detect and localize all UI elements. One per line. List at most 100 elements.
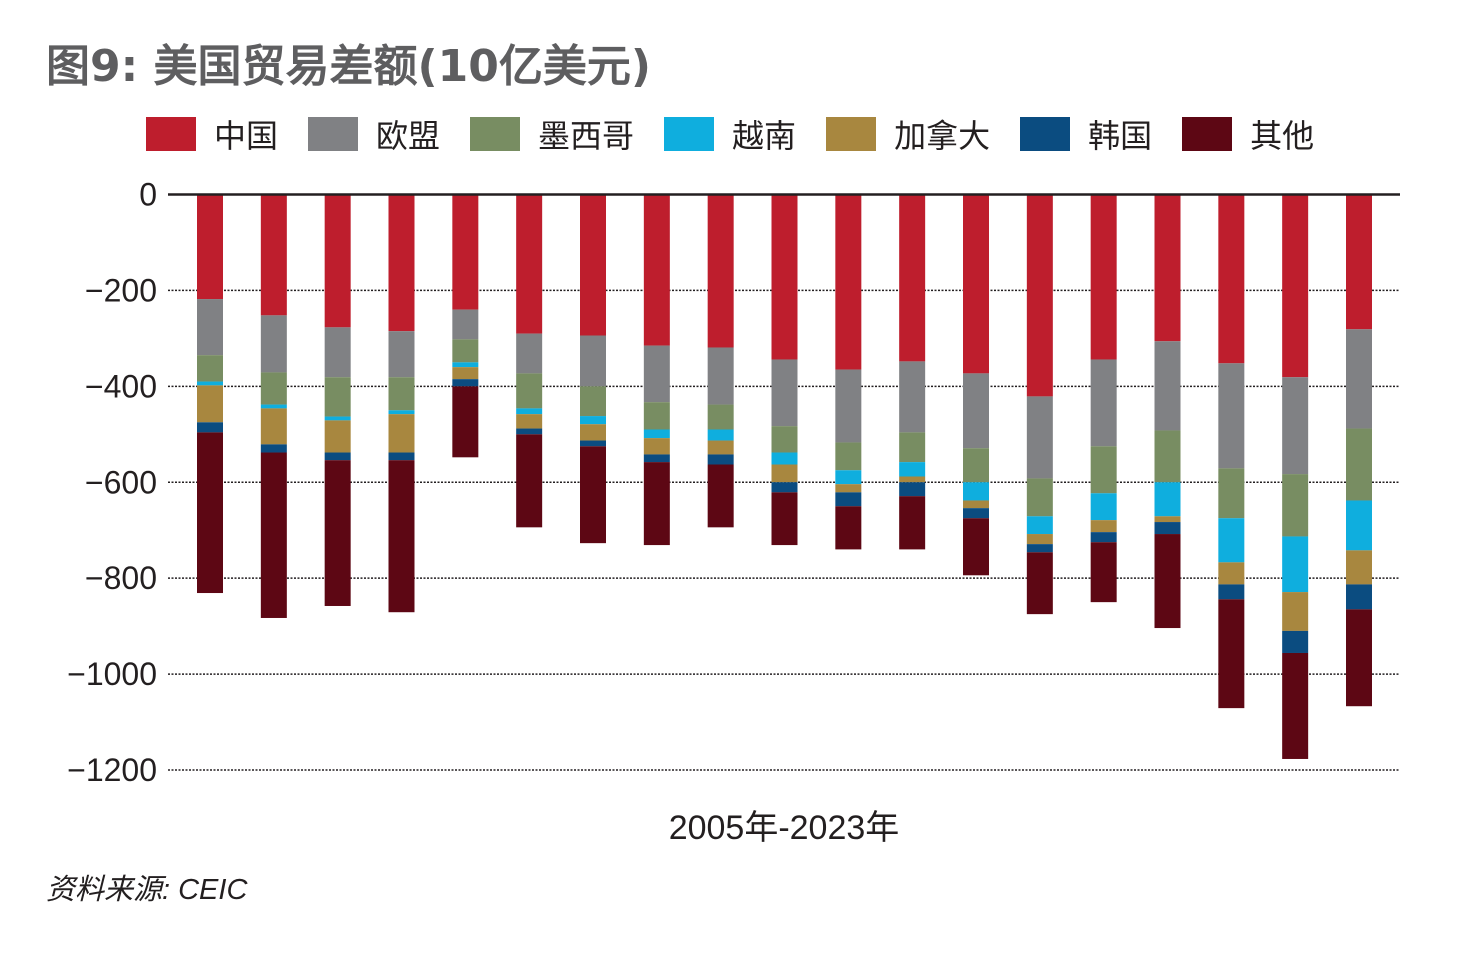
bar-segment bbox=[452, 386, 479, 458]
y-tick-label: −200 bbox=[85, 272, 157, 308]
bar-segment bbox=[516, 408, 543, 415]
bar-segment bbox=[1154, 194, 1181, 342]
bar-segment bbox=[643, 438, 670, 455]
bar-segment bbox=[580, 194, 606, 336]
bar-segment bbox=[452, 339, 479, 363]
legend-swatch bbox=[1182, 117, 1233, 151]
bar-segment bbox=[516, 414, 543, 429]
bar-segment bbox=[260, 444, 287, 453]
bar-segment bbox=[197, 299, 223, 356]
bar-segment bbox=[1154, 430, 1181, 483]
legend-item: 其他 bbox=[1182, 111, 1314, 157]
legend-item: 越南 bbox=[664, 111, 796, 157]
bar-segment bbox=[1218, 518, 1245, 563]
bar-segment bbox=[388, 414, 415, 453]
bar-segment bbox=[707, 464, 734, 528]
bar-stack-2016 bbox=[899, 194, 926, 550]
legend-item: 中国 bbox=[146, 111, 278, 157]
bar-segment bbox=[1090, 194, 1117, 360]
legend-item: 韩国 bbox=[1020, 111, 1152, 157]
bar-segment bbox=[963, 482, 989, 501]
bar-segment bbox=[580, 424, 606, 441]
legend-item: 加拿大 bbox=[826, 111, 990, 157]
y-tick-label: −800 bbox=[85, 560, 157, 596]
bar-segment bbox=[1090, 493, 1117, 521]
bar-segment bbox=[1026, 516, 1053, 535]
y-tick-label: 0 bbox=[139, 177, 157, 213]
bar-segment bbox=[260, 408, 287, 445]
bar-segment bbox=[771, 492, 798, 546]
bar-segment bbox=[1218, 468, 1245, 519]
bar-stack-2011 bbox=[580, 194, 606, 544]
bar-segment bbox=[643, 402, 670, 430]
legend-swatch bbox=[1020, 117, 1071, 151]
bar-segment bbox=[643, 345, 670, 403]
bar-segment bbox=[899, 432, 926, 463]
bar-segment bbox=[899, 194, 926, 362]
bar-segment bbox=[516, 333, 543, 374]
bar-stack-2005 bbox=[197, 194, 223, 594]
bar-segment bbox=[1026, 478, 1053, 517]
bar-segment bbox=[1090, 532, 1117, 543]
bar-segment bbox=[899, 361, 926, 433]
bar-segment bbox=[197, 194, 223, 300]
bar-segment bbox=[707, 404, 734, 430]
bar-stack-2008 bbox=[388, 194, 415, 613]
y-tick-label: −400 bbox=[85, 368, 157, 404]
bar-segment bbox=[580, 386, 606, 417]
bar-segment bbox=[197, 432, 223, 594]
bar-segment bbox=[1282, 377, 1309, 475]
bar-stack-2018 bbox=[1026, 194, 1053, 615]
bar-segment bbox=[260, 372, 287, 405]
bar-segment bbox=[963, 518, 989, 576]
bar-segment bbox=[899, 462, 926, 477]
bar-segment bbox=[1090, 520, 1117, 533]
x-axis-label: 2005年-2023年 bbox=[668, 809, 900, 847]
bar-segment bbox=[1154, 341, 1181, 431]
bar-segment bbox=[197, 422, 223, 433]
bar-segment bbox=[835, 492, 862, 507]
bar-segment bbox=[580, 440, 606, 447]
bar-segment bbox=[1346, 550, 1372, 585]
bar-segment bbox=[963, 508, 989, 519]
bar-segment bbox=[388, 194, 415, 332]
bar-segment bbox=[452, 367, 479, 380]
bar-segment bbox=[899, 482, 926, 497]
bar-segment bbox=[388, 410, 415, 415]
bar-segment bbox=[260, 315, 287, 373]
legend-label: 其他 bbox=[1250, 117, 1315, 155]
bar-stack-2012 bbox=[643, 194, 670, 546]
bar-segment bbox=[1154, 534, 1181, 629]
bar-segment bbox=[324, 194, 351, 328]
source-note: 资料来源: CEIC bbox=[46, 874, 248, 906]
bar-segment bbox=[771, 482, 798, 493]
bar-segment bbox=[388, 452, 415, 461]
y-tick-label: −1000 bbox=[67, 656, 157, 692]
bar-segment bbox=[707, 194, 734, 348]
bar-segment bbox=[1346, 609, 1372, 707]
bar-segment bbox=[1090, 542, 1117, 603]
bar-stack-2021 bbox=[1218, 194, 1245, 709]
bar-stack-2019 bbox=[1090, 194, 1117, 603]
bar-stack-2020 bbox=[1154, 194, 1181, 629]
legend-label: 加拿大 bbox=[894, 117, 991, 155]
bar-segment bbox=[324, 420, 351, 453]
bar-segment bbox=[835, 470, 862, 485]
chart-title: 图9: 美国贸易差额(10亿美元) bbox=[46, 41, 651, 92]
bar-segment bbox=[1282, 474, 1309, 537]
bar-stack-2017 bbox=[963, 194, 989, 576]
bar-segment bbox=[580, 335, 606, 387]
bar-segment bbox=[1282, 536, 1309, 593]
bar-segment bbox=[260, 404, 287, 409]
bar-segment bbox=[1346, 584, 1372, 610]
bar-stack-2010 bbox=[516, 194, 543, 528]
legend-label: 中国 bbox=[214, 117, 279, 155]
bar-segment bbox=[516, 428, 543, 435]
legend-swatch bbox=[664, 117, 715, 151]
legend-swatch bbox=[308, 117, 359, 151]
bar-segment bbox=[1026, 194, 1053, 397]
bar-segment bbox=[1154, 522, 1181, 535]
bar-segment bbox=[324, 452, 351, 461]
bar-segment bbox=[1218, 363, 1245, 469]
